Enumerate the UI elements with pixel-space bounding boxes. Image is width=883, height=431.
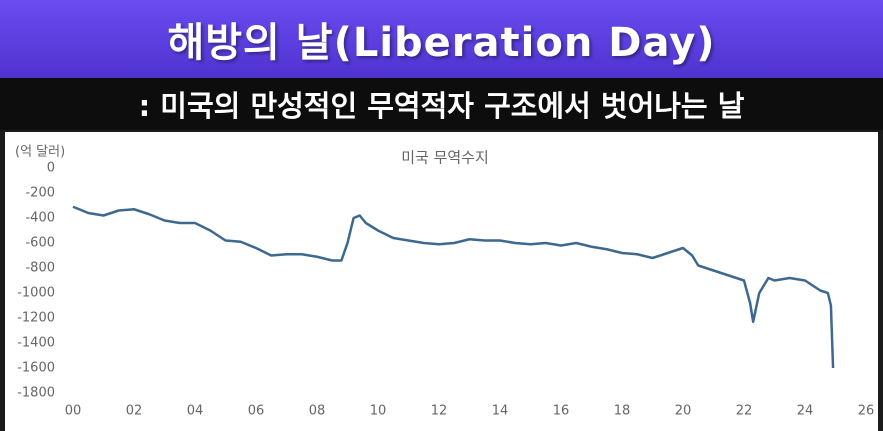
chart-background: [5, 132, 878, 431]
y-unit-label: (억 달러): [15, 145, 65, 160]
page-subtitle: : 미국의 만성적인 무역적자 구조에서 벗어나는 날: [138, 89, 745, 123]
data-line: [72, 205, 835, 369]
x-tick-label: 18: [614, 404, 631, 419]
x-tick-label: 16: [553, 404, 570, 419]
x-tick-label: 10: [370, 404, 387, 419]
y-tick-label: -1200: [17, 311, 55, 326]
y-tick-label: -800: [25, 261, 55, 276]
title-banner: 해방의 날(Liberation Day): [0, 0, 883, 78]
x-tick-label: 08: [309, 404, 326, 419]
chart-title: 미국 무역수지: [401, 149, 489, 167]
page-title: 해방의 날(Liberation Day): [167, 20, 716, 66]
y-tick-label: -400: [25, 211, 55, 226]
x-tick-label: 14: [492, 404, 509, 419]
x-tick-label: 12: [431, 404, 448, 419]
y-tick-label: -1000: [17, 286, 55, 301]
x-tick-label: 04: [187, 404, 204, 419]
x-tick-label: 26: [858, 404, 875, 419]
y-tick-label: -1600: [17, 361, 55, 376]
y-tick-label: -1800: [17, 386, 55, 401]
y-tick-label: -600: [25, 236, 55, 251]
x-tick-label: 06: [248, 404, 265, 419]
x-tick-label: 00: [65, 404, 82, 419]
x-tick-label: 02: [126, 404, 143, 419]
y-tick-label: 0: [47, 161, 55, 176]
subtitle-band: : 미국의 만성적인 무역적자 구조에서 벗어나는 날: [0, 78, 883, 130]
x-tick-label: 24: [797, 404, 814, 419]
y-tick-label: -1400: [17, 336, 55, 351]
y-tick-label: -200: [25, 186, 55, 201]
x-tick-label: 20: [675, 404, 692, 419]
chart: (억 달러) 미국 무역수지 -1800 -1600 -1400 -1200 -1000…: [5, 132, 878, 431]
x-tick-label: 22: [736, 404, 753, 419]
